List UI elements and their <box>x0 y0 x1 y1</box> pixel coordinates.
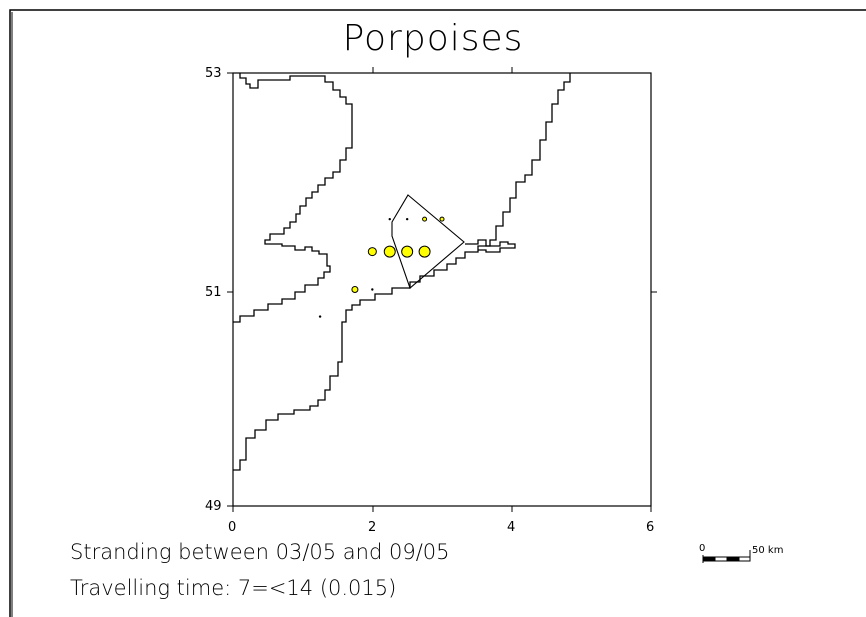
x-tick-label: 2 <box>368 520 377 535</box>
stranding-marker <box>422 216 428 222</box>
caption-travelling-time: Travelling time: 7=<14 (0.015) <box>70 576 397 600</box>
stranding-marker <box>371 288 374 291</box>
stranding-markers <box>318 216 445 318</box>
axis-ticks <box>227 67 657 512</box>
stranding-marker <box>388 217 391 221</box>
x-tick-label: 4 <box>507 520 516 535</box>
stranding-marker <box>439 216 445 222</box>
scale-bar <box>702 550 751 563</box>
stranding-marker <box>418 245 431 258</box>
outer-border <box>9 9 866 617</box>
stranding-marker <box>351 286 359 293</box>
stranding-marker <box>367 247 377 257</box>
coastline-france-west <box>233 73 571 471</box>
stranding-marker <box>383 245 396 258</box>
scale-end-label: 50 km <box>752 545 784 556</box>
map-plot-area <box>232 72 652 507</box>
y-tick-label: 53 <box>205 66 222 81</box>
study-area-outline <box>391 194 465 289</box>
x-tick-label: 0 <box>228 520 237 535</box>
coastline-england-north <box>233 73 353 323</box>
y-tick-label: 49 <box>205 499 222 514</box>
stranding-marker <box>318 315 322 318</box>
stranding-marker <box>401 245 414 258</box>
map-title: Porpoises <box>342 18 524 59</box>
caption-stranding-period: Stranding between 03/05 and 09/05 <box>70 540 450 564</box>
coastline-east-estuary <box>465 239 516 253</box>
y-tick-label: 51 <box>205 285 222 300</box>
scale-start-label: 0 <box>699 543 706 554</box>
x-tick-label: 6 <box>646 520 655 535</box>
stranding-marker <box>405 217 409 221</box>
